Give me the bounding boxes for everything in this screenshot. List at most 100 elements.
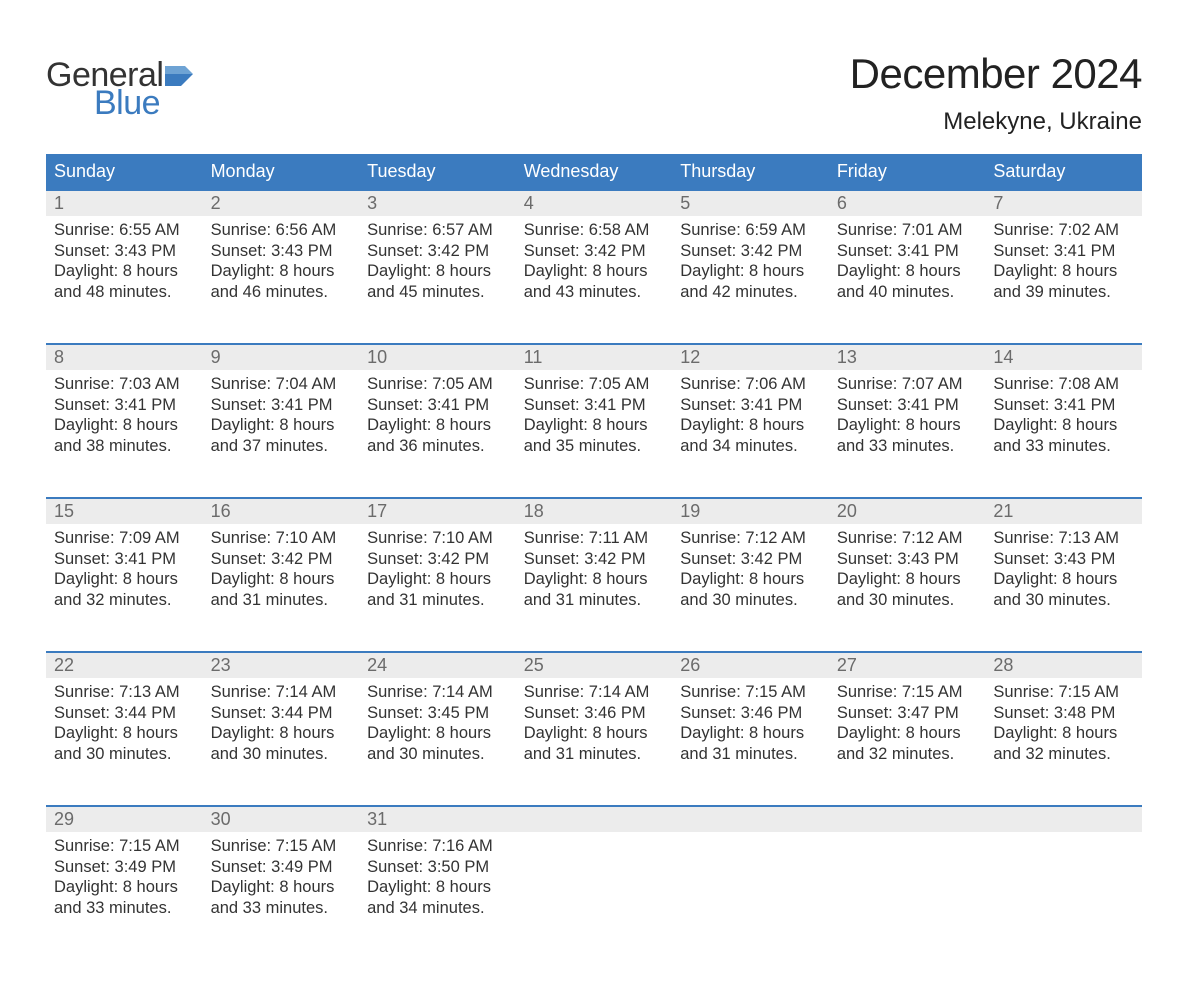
sunset-text: Sunset: 3:41 PM xyxy=(993,241,1134,262)
daylight-text: and 30 minutes. xyxy=(993,590,1134,611)
day-cell: Sunrise: 7:14 AMSunset: 3:46 PMDaylight:… xyxy=(516,678,673,806)
sunrise-text: Sunrise: 7:06 AM xyxy=(680,374,821,395)
day-body: Sunrise: 7:05 AMSunset: 3:41 PMDaylight:… xyxy=(359,370,516,457)
week-content-row: Sunrise: 7:13 AMSunset: 3:44 PMDaylight:… xyxy=(46,678,1142,806)
week-daynum-row: 1234567 xyxy=(46,190,1142,216)
sunrise-text: Sunrise: 7:14 AM xyxy=(367,682,508,703)
daylight-text: Daylight: 8 hours xyxy=(680,569,821,590)
sunset-text: Sunset: 3:41 PM xyxy=(837,241,978,262)
calendar-header-row: SundayMondayTuesdayWednesdayThursdayFrid… xyxy=(46,154,1142,190)
sunset-text: Sunset: 3:42 PM xyxy=(211,549,352,570)
day-body: Sunrise: 7:15 AMSunset: 3:49 PMDaylight:… xyxy=(203,832,360,919)
empty-cell xyxy=(672,832,829,960)
day-number: 26 xyxy=(672,652,829,678)
daylight-text: Daylight: 8 hours xyxy=(211,261,352,282)
daylight-text: and 39 minutes. xyxy=(993,282,1134,303)
sunrise-text: Sunrise: 7:15 AM xyxy=(54,836,195,857)
sunrise-text: Sunrise: 6:58 AM xyxy=(524,220,665,241)
empty-cell xyxy=(829,806,986,832)
day-body: Sunrise: 7:14 AMSunset: 3:44 PMDaylight:… xyxy=(203,678,360,765)
sunset-text: Sunset: 3:45 PM xyxy=(367,703,508,724)
sunset-text: Sunset: 3:44 PM xyxy=(211,703,352,724)
sunrise-text: Sunrise: 7:02 AM xyxy=(993,220,1134,241)
daylight-text: and 30 minutes. xyxy=(54,744,195,765)
day-number: 30 xyxy=(203,806,360,832)
daylight-text: Daylight: 8 hours xyxy=(993,415,1134,436)
day-cell: Sunrise: 7:12 AMSunset: 3:43 PMDaylight:… xyxy=(829,524,986,652)
daylight-text: and 31 minutes. xyxy=(211,590,352,611)
day-cell: Sunrise: 7:03 AMSunset: 3:41 PMDaylight:… xyxy=(46,370,203,498)
week-daynum-row: 22232425262728 xyxy=(46,652,1142,678)
day-number: 1 xyxy=(46,190,203,216)
sunrise-text: Sunrise: 6:57 AM xyxy=(367,220,508,241)
sunrise-text: Sunrise: 7:14 AM xyxy=(211,682,352,703)
sunset-text: Sunset: 3:43 PM xyxy=(993,549,1134,570)
sunrise-text: Sunrise: 7:09 AM xyxy=(54,528,195,549)
sunset-text: Sunset: 3:41 PM xyxy=(993,395,1134,416)
daylight-text: Daylight: 8 hours xyxy=(367,261,508,282)
daylight-text: Daylight: 8 hours xyxy=(524,415,665,436)
sunrise-text: Sunrise: 7:08 AM xyxy=(993,374,1134,395)
day-cell: Sunrise: 7:04 AMSunset: 3:41 PMDaylight:… xyxy=(203,370,360,498)
weekday-header: Tuesday xyxy=(359,154,516,190)
day-cell: Sunrise: 7:14 AMSunset: 3:45 PMDaylight:… xyxy=(359,678,516,806)
day-body: Sunrise: 7:03 AMSunset: 3:41 PMDaylight:… xyxy=(46,370,203,457)
sunset-text: Sunset: 3:49 PM xyxy=(211,857,352,878)
daylight-text: Daylight: 8 hours xyxy=(367,415,508,436)
month-title: December 2024 xyxy=(850,50,1142,98)
day-cell: Sunrise: 7:15 AMSunset: 3:49 PMDaylight:… xyxy=(203,832,360,960)
sunset-text: Sunset: 3:46 PM xyxy=(524,703,665,724)
day-body: Sunrise: 6:59 AMSunset: 3:42 PMDaylight:… xyxy=(672,216,829,303)
sunrise-text: Sunrise: 7:04 AM xyxy=(211,374,352,395)
week-daynum-row: 293031 xyxy=(46,806,1142,832)
sunset-text: Sunset: 3:46 PM xyxy=(680,703,821,724)
daylight-text: Daylight: 8 hours xyxy=(837,723,978,744)
sunset-text: Sunset: 3:43 PM xyxy=(211,241,352,262)
daylight-text: Daylight: 8 hours xyxy=(54,569,195,590)
empty-cell xyxy=(985,832,1142,960)
day-number: 29 xyxy=(46,806,203,832)
sunset-text: Sunset: 3:42 PM xyxy=(367,549,508,570)
day-number: 20 xyxy=(829,498,986,524)
daylight-text: and 30 minutes. xyxy=(367,744,508,765)
weekday-header: Sunday xyxy=(46,154,203,190)
day-body: Sunrise: 7:11 AMSunset: 3:42 PMDaylight:… xyxy=(516,524,673,611)
day-body: Sunrise: 7:15 AMSunset: 3:48 PMDaylight:… xyxy=(985,678,1142,765)
day-number: 31 xyxy=(359,806,516,832)
day-cell: Sunrise: 7:15 AMSunset: 3:46 PMDaylight:… xyxy=(672,678,829,806)
day-body: Sunrise: 6:56 AMSunset: 3:43 PMDaylight:… xyxy=(203,216,360,303)
daylight-text: and 34 minutes. xyxy=(680,436,821,457)
day-number: 8 xyxy=(46,344,203,370)
daylight-text: and 32 minutes. xyxy=(993,744,1134,765)
day-cell: Sunrise: 7:15 AMSunset: 3:47 PMDaylight:… xyxy=(829,678,986,806)
day-body: Sunrise: 7:15 AMSunset: 3:49 PMDaylight:… xyxy=(46,832,203,919)
day-body: Sunrise: 7:04 AMSunset: 3:41 PMDaylight:… xyxy=(203,370,360,457)
daylight-text: Daylight: 8 hours xyxy=(54,415,195,436)
day-cell: Sunrise: 7:11 AMSunset: 3:42 PMDaylight:… xyxy=(516,524,673,652)
week-daynum-row: 15161718192021 xyxy=(46,498,1142,524)
day-number: 12 xyxy=(672,344,829,370)
day-number: 19 xyxy=(672,498,829,524)
sunrise-text: Sunrise: 6:56 AM xyxy=(211,220,352,241)
sunset-text: Sunset: 3:41 PM xyxy=(211,395,352,416)
day-cell: Sunrise: 7:05 AMSunset: 3:41 PMDaylight:… xyxy=(516,370,673,498)
sunset-text: Sunset: 3:47 PM xyxy=(837,703,978,724)
day-cell: Sunrise: 7:16 AMSunset: 3:50 PMDaylight:… xyxy=(359,832,516,960)
sunrise-text: Sunrise: 7:13 AM xyxy=(993,528,1134,549)
empty-cell xyxy=(672,806,829,832)
day-body: Sunrise: 7:14 AMSunset: 3:45 PMDaylight:… xyxy=(359,678,516,765)
day-cell: Sunrise: 7:15 AMSunset: 3:49 PMDaylight:… xyxy=(46,832,203,960)
day-number: 15 xyxy=(46,498,203,524)
day-number: 11 xyxy=(516,344,673,370)
sunset-text: Sunset: 3:42 PM xyxy=(367,241,508,262)
location-label: Melekyne, Ukraine xyxy=(850,108,1142,136)
week-daynum-row: 891011121314 xyxy=(46,344,1142,370)
daylight-text: and 31 minutes. xyxy=(524,590,665,611)
daylight-text: and 30 minutes. xyxy=(680,590,821,611)
sunset-text: Sunset: 3:42 PM xyxy=(524,549,665,570)
day-cell: Sunrise: 6:59 AMSunset: 3:42 PMDaylight:… xyxy=(672,216,829,344)
daylight-text: Daylight: 8 hours xyxy=(211,877,352,898)
daylight-text: and 30 minutes. xyxy=(211,744,352,765)
daylight-text: Daylight: 8 hours xyxy=(837,569,978,590)
daylight-text: and 38 minutes. xyxy=(54,436,195,457)
